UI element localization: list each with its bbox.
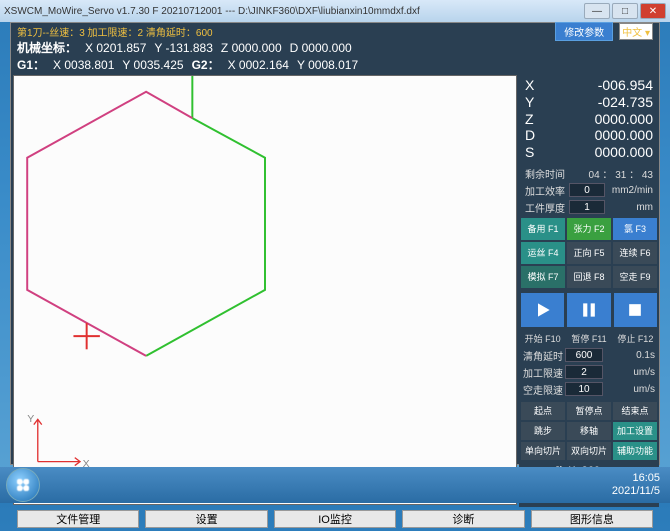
small-button[interactable]: 辅助功能 bbox=[613, 442, 657, 460]
modify-params-button[interactable]: 修改参数 bbox=[555, 22, 613, 41]
f-button[interactable]: 张力 F2 bbox=[567, 218, 611, 240]
f-button[interactable]: 正向 F5 bbox=[567, 242, 611, 264]
bottom-button[interactable]: IO监控 bbox=[274, 510, 396, 528]
small-button[interactable]: 单向切片 bbox=[521, 442, 565, 460]
app-window: 第1刀--丝速：3 加工限速：2 清角延时：600 修改参数 中文 ▾ 机械坐标… bbox=[10, 22, 660, 465]
small-button[interactable]: 移轴 bbox=[567, 422, 611, 440]
window-titlebar: XSWCM_MoWire_Servo v1.7.30 F 20210712001… bbox=[0, 0, 670, 22]
language-select[interactable]: 中文 ▾ bbox=[619, 23, 653, 40]
small-button-grid: 起点暂停点结束点跳步移轴加工设置单向切片双向切片辅助功能 bbox=[521, 402, 657, 460]
minimize-button[interactable]: — bbox=[584, 3, 610, 19]
cross-marker bbox=[73, 323, 99, 349]
hex-left bbox=[27, 92, 192, 356]
play-button[interactable] bbox=[521, 293, 564, 327]
eff-input[interactable] bbox=[569, 183, 605, 197]
f-button[interactable]: 回退 F8 bbox=[567, 266, 611, 288]
svg-text:Y: Y bbox=[27, 413, 34, 425]
tray-time: 16:05 bbox=[612, 472, 660, 485]
tray-date: 2021/11/5 bbox=[612, 485, 660, 498]
param-input[interactable] bbox=[565, 348, 603, 362]
bottom-button[interactable]: 设置 bbox=[145, 510, 267, 528]
f-button-grid: 备用 F1张力 F2氯 F3 运丝 F4正向 F5连续 F6 模拟 F7回退 F8空… bbox=[521, 218, 657, 288]
bottom-button[interactable]: 图形信息 bbox=[531, 510, 653, 528]
hex-right bbox=[146, 118, 265, 356]
param-rows: 清角延时0.1s加工限速um/s空走限速um/s bbox=[521, 347, 657, 398]
f-button[interactable]: 空走 F9 bbox=[613, 266, 657, 288]
bottom-button[interactable]: 诊断 bbox=[402, 510, 524, 528]
g-coord-line: G1： X 0038.801 Y 0035.425 G2： X 0002.164… bbox=[11, 56, 659, 73]
info-grid: 剩余时间04 ： 31 ： 43 加工效率mm2/min 工件厚度mm bbox=[521, 165, 657, 216]
status-line: 第1刀--丝速：3 加工限速：2 清角延时：600 修改参数 中文 ▾ bbox=[11, 23, 659, 39]
machine-coord-line: 机械坐标： X 0201.857 Y -131.883 Z 0000.000 D… bbox=[11, 39, 659, 56]
param-input[interactable] bbox=[565, 365, 603, 379]
small-button[interactable]: 跳步 bbox=[521, 422, 565, 440]
small-button[interactable]: 结束点 bbox=[613, 402, 657, 420]
param-input[interactable] bbox=[565, 382, 603, 396]
stop-button[interactable] bbox=[614, 293, 657, 327]
taskbar[interactable]: 16:05 2021/11/5 bbox=[0, 467, 670, 503]
close-button[interactable]: ✕ bbox=[640, 3, 666, 19]
bottom-button[interactable]: 文件管理 bbox=[17, 510, 139, 528]
f-button[interactable]: 备用 F1 bbox=[521, 218, 565, 240]
window-title: XSWCM_MoWire_Servo v1.7.30 F 20210712001… bbox=[4, 6, 420, 17]
thick-input[interactable] bbox=[569, 200, 605, 214]
f-button[interactable]: 运丝 F4 bbox=[521, 242, 565, 264]
f-button[interactable]: 连续 F6 bbox=[613, 242, 657, 264]
system-tray[interactable]: 16:05 2021/11/5 bbox=[612, 472, 664, 498]
maximize-button[interactable]: □ bbox=[612, 3, 638, 19]
small-button[interactable]: 暂停点 bbox=[567, 402, 611, 420]
f-button[interactable]: 模拟 F7 bbox=[521, 266, 565, 288]
bottom-button-row: 文件管理设置 IO监控诊断图形信息 bbox=[11, 507, 659, 531]
right-panel: X-006.954 Y-024.735 Z0000.000 D0000.000 … bbox=[519, 73, 659, 507]
small-button[interactable]: 双向切片 bbox=[567, 442, 611, 460]
small-button[interactable]: 起点 bbox=[521, 402, 565, 420]
play-row bbox=[521, 293, 657, 327]
pause-button[interactable] bbox=[567, 293, 610, 327]
status-text: 第1刀--丝速：3 加工限速：2 清角延时：600 bbox=[17, 24, 213, 39]
toolpath-svg: X Y bbox=[14, 76, 516, 504]
big-coords: X-006.954 Y-024.735 Z0000.000 D0000.000 … bbox=[521, 75, 657, 163]
start-button[interactable] bbox=[6, 468, 40, 502]
plot-canvas[interactable]: X Y bbox=[13, 75, 517, 505]
small-button[interactable]: 加工设置 bbox=[613, 422, 657, 440]
f-button[interactable]: 氯 F3 bbox=[613, 218, 657, 240]
axes-icon: X Y bbox=[27, 413, 90, 470]
play-labels: 开始 F10暂停 F11停止 F12 bbox=[521, 332, 657, 345]
